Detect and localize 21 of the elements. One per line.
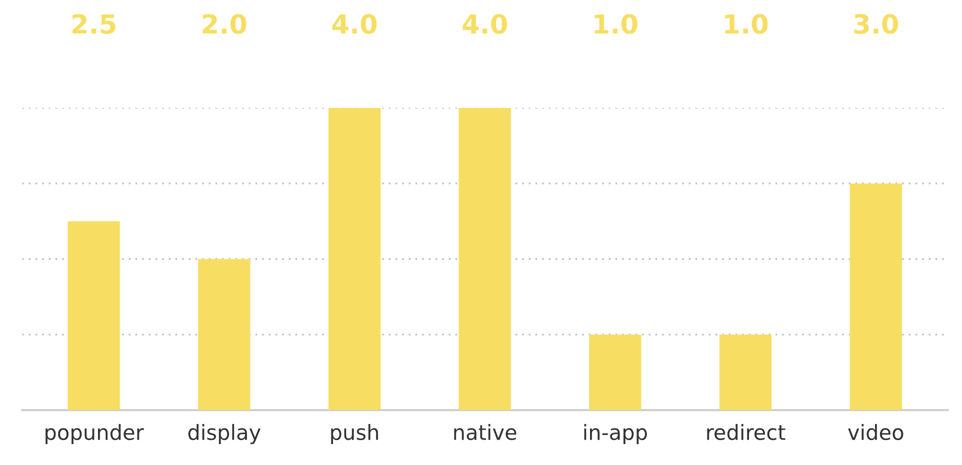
data-label: 4.0 xyxy=(462,14,507,34)
bar xyxy=(719,334,772,410)
data-label: 1.0 xyxy=(594,14,638,34)
data-label: 1.0 xyxy=(725,14,768,34)
data-label: 3.0 xyxy=(854,14,898,34)
data-label: 2.5 xyxy=(72,14,116,34)
bar xyxy=(68,221,120,410)
bar xyxy=(589,334,642,410)
x-tick-label: native xyxy=(454,424,516,440)
x-tick-label: video xyxy=(848,424,904,440)
bar xyxy=(458,108,511,410)
x-tick-label: display xyxy=(188,424,261,444)
data-label: 4.0 xyxy=(332,14,377,34)
bar xyxy=(198,259,250,410)
bar xyxy=(328,108,381,410)
x-tick-label: redirect xyxy=(707,424,786,440)
x-tick-label: push xyxy=(331,424,378,444)
data-label: 2.0 xyxy=(202,14,246,34)
x-tick-label: in-app xyxy=(584,424,647,444)
x-tick-label: popunder xyxy=(46,424,144,444)
bar xyxy=(850,183,902,410)
